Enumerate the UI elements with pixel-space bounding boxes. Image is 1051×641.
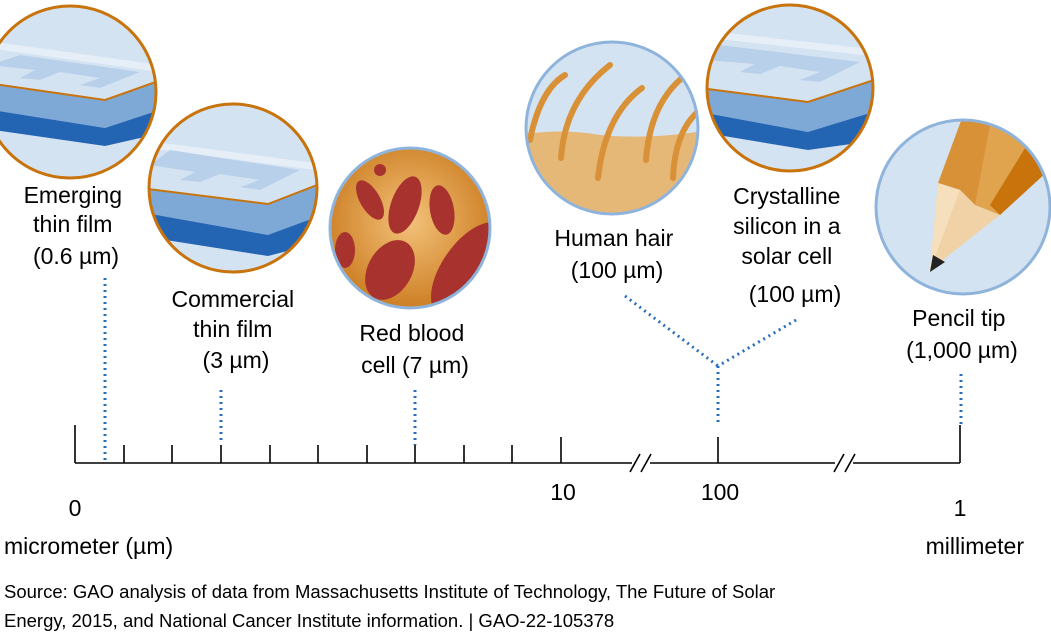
label-crystalline-silicon: Crystalline silicon in a solar cell (100…: [733, 183, 847, 307]
scale-axis: [74, 425, 961, 474]
axis-break-1: [629, 452, 652, 474]
unit-millimeter: millimeter: [926, 533, 1025, 559]
pencil-tip-illustration: [874, 118, 1051, 296]
human-hair-illustration: [524, 40, 700, 216]
crystalline-silicon-illustration: [705, 3, 875, 173]
axis-break-2: [833, 452, 856, 474]
commercial-thin-film-illustration: [147, 102, 319, 274]
tick-label-10: 10: [550, 479, 576, 505]
leader-lines: [103, 278, 963, 462]
label-commercial-thin-film: Commercial thin film (3 µm): [171, 286, 300, 373]
red-blood-cell-illustration: [328, 146, 492, 310]
emerging-thin-film-illustration: [0, 4, 158, 180]
tick-label-1: 1: [954, 495, 967, 521]
label-pencil-tip: Pencil tip (1,000 µm): [906, 305, 1018, 363]
label-human-hair: Human hair (100 µm): [554, 225, 679, 283]
source-note: Source: GAO analysis of data from Massac…: [4, 581, 780, 631]
unit-micrometer: micrometer (µm): [4, 533, 173, 559]
label-red-blood-cell: Red blood cell (7 µm): [359, 320, 470, 378]
tick-label-0: 0: [69, 495, 82, 521]
label-emerging-thin-film: Emerging thin film (0.6 µm): [24, 182, 129, 269]
tick-label-100: 100: [701, 479, 739, 505]
